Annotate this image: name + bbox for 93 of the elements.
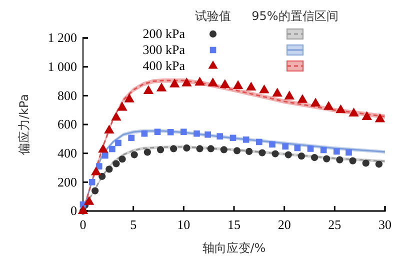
point bbox=[282, 143, 289, 150]
point bbox=[156, 82, 167, 92]
point bbox=[233, 147, 241, 154]
point bbox=[320, 146, 327, 154]
point bbox=[112, 160, 120, 168]
point bbox=[310, 154, 318, 162]
y-tick-label: 600 bbox=[58, 116, 77, 132]
point bbox=[154, 128, 161, 136]
point bbox=[207, 145, 214, 152]
x-tick-label: 25 bbox=[328, 217, 342, 232]
y-tick-label: 800 bbox=[58, 88, 77, 103]
point bbox=[98, 144, 108, 153]
legend-label: 200 kPa bbox=[142, 26, 186, 41]
point bbox=[220, 79, 230, 88]
point bbox=[298, 152, 306, 160]
point bbox=[98, 172, 106, 180]
point bbox=[194, 76, 205, 86]
point bbox=[334, 148, 340, 155]
point bbox=[375, 160, 383, 168]
point bbox=[92, 187, 99, 194]
y-axis-title: 偏应力/kPa bbox=[17, 94, 31, 156]
point bbox=[124, 94, 134, 102]
point bbox=[269, 141, 276, 148]
x-tick-label: 15 bbox=[228, 217, 240, 232]
point bbox=[307, 146, 314, 152]
x-tick-label: 0 bbox=[80, 217, 86, 232]
point bbox=[272, 150, 279, 158]
point bbox=[130, 151, 138, 158]
point bbox=[118, 156, 126, 163]
point bbox=[196, 145, 204, 152]
point bbox=[362, 160, 370, 167]
point bbox=[348, 108, 359, 116]
point bbox=[336, 156, 344, 164]
x-tick-label: 20 bbox=[278, 217, 291, 232]
legend-label: 400 kPa bbox=[142, 58, 186, 73]
point bbox=[180, 128, 187, 136]
point bbox=[117, 102, 128, 111]
point bbox=[88, 179, 96, 186]
point bbox=[246, 148, 253, 156]
point bbox=[216, 133, 224, 140]
point bbox=[167, 128, 174, 136]
point bbox=[194, 130, 200, 137]
legend-label: 300 kPa bbox=[142, 42, 186, 57]
point bbox=[259, 84, 270, 94]
point bbox=[104, 124, 114, 134]
point bbox=[208, 78, 218, 86]
point bbox=[128, 134, 134, 142]
point bbox=[256, 138, 262, 146]
point bbox=[284, 90, 294, 100]
point bbox=[182, 78, 192, 86]
y-tick-label: 400 bbox=[58, 145, 77, 160]
point bbox=[284, 151, 292, 158]
point bbox=[156, 146, 164, 154]
x-tick-label: 5 bbox=[130, 217, 137, 232]
point bbox=[349, 157, 356, 164]
point bbox=[170, 78, 180, 88]
point bbox=[183, 144, 190, 152]
point bbox=[232, 80, 244, 89]
point bbox=[272, 88, 282, 97]
point bbox=[242, 136, 250, 143]
x-tick-label: 10 bbox=[177, 217, 190, 232]
point bbox=[294, 144, 301, 152]
point bbox=[230, 134, 236, 142]
point bbox=[310, 98, 321, 107]
point bbox=[258, 149, 266, 156]
point bbox=[143, 85, 154, 94]
y-tick-label: 1 000 bbox=[48, 58, 77, 74]
point bbox=[106, 166, 113, 173]
point bbox=[324, 101, 334, 110]
text: 试验值 bbox=[195, 9, 231, 23]
y-tick-label: 200 bbox=[58, 174, 77, 190]
point bbox=[170, 145, 178, 152]
point bbox=[336, 104, 346, 114]
point bbox=[141, 130, 148, 137]
point bbox=[362, 111, 372, 120]
point bbox=[220, 146, 228, 154]
x-tick-label: 30 bbox=[378, 217, 392, 232]
point bbox=[323, 155, 330, 162]
point bbox=[109, 146, 116, 152]
point bbox=[144, 148, 151, 156]
text: 95%的置信区间 bbox=[252, 9, 338, 23]
point bbox=[115, 140, 122, 146]
point bbox=[297, 94, 308, 103]
point bbox=[111, 112, 122, 121]
point bbox=[346, 149, 352, 156]
point bbox=[96, 163, 102, 170]
x-axis-title: 轴向应变/% bbox=[202, 241, 266, 255]
point bbox=[246, 82, 256, 91]
y-tick-label: 1 200 bbox=[48, 30, 77, 46]
point bbox=[374, 113, 386, 122]
y-tick-label: 0 bbox=[70, 203, 77, 218]
point bbox=[102, 152, 108, 159]
point bbox=[204, 131, 211, 138]
